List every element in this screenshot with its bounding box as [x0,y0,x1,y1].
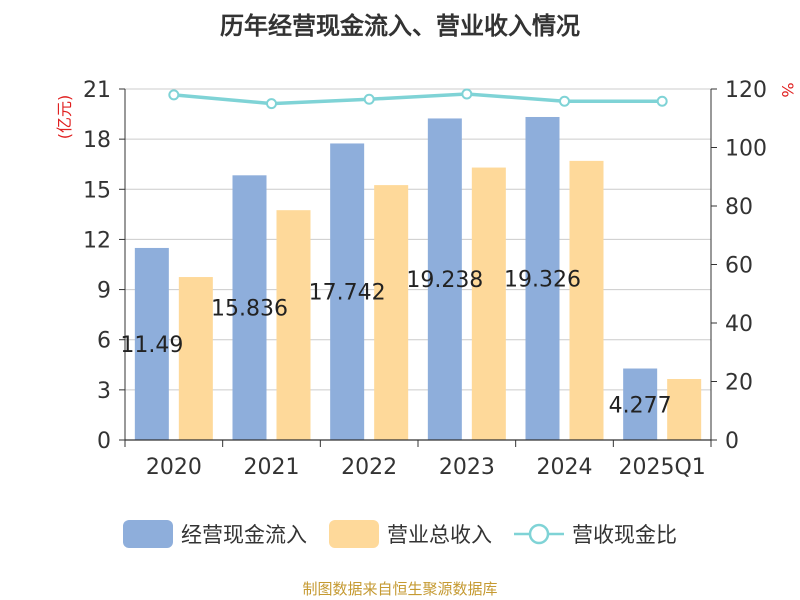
bar-cash-inflow [232,175,267,441]
ratio-point [559,95,570,107]
ratio-point [168,89,180,101]
y-right-tick-label: 100 [725,137,767,162]
x-tick-label: 2023 [439,455,495,480]
data-labels: 11.49 15.836 17.742 19.238 19.326 4.277 [120,267,671,418]
legend-item-ratio[interactable]: 营收现金比 [514,519,677,549]
source-note: 制图数据来自恒生聚源数据库 [302,580,498,598]
y-right-tick-label: 80 [725,195,753,220]
ratio-point [266,98,277,110]
y-left-tick-label: 0 [97,429,111,454]
y-right-tick-label: 60 [725,254,753,279]
grid-lines [125,88,711,391]
y-left-tick-label: 6 [97,329,111,354]
y-left-tick-label: 12 [83,228,111,253]
bar-revenue [178,277,213,440]
bar-cash-inflow [427,118,462,441]
bar-revenue [276,210,311,440]
legend-item-revenue[interactable]: 营业总收入 [329,519,492,549]
legend-label-cash-inflow: 经营现金流入 [181,523,307,547]
bar-cash-inflow [330,143,365,440]
legend-item-cash-inflow[interactable]: 经营现金流入 [123,519,307,549]
bar-revenue [471,167,506,441]
bar-data-label: 11.49 [120,333,183,358]
y-right-axis-label: % [778,82,797,97]
bar-data-label: 15.836 [211,297,288,322]
y-right-tick-label: 40 [725,312,753,337]
bar-data-label: 19.238 [406,268,483,293]
y-left-tick-label: 9 [97,279,111,304]
x-tick-label: 2020 [146,455,202,480]
y-left-tick-label: 18 [83,128,111,153]
ratio-point [461,88,473,100]
y-left-tick-label: 3 [97,379,111,404]
bar-data-label: 4.277 [609,393,672,418]
bar-data-label: 17.742 [309,281,386,306]
ratio-polyline [173,92,663,106]
legend-label-revenue: 营业总收入 [387,523,492,547]
bars [134,116,702,441]
ratio-point [656,95,668,107]
y-left-tick-label: 15 [83,178,111,203]
x-tick-label: 2021 [244,455,300,480]
y-right-tick-label: 0 [725,429,739,454]
x-tick-label: 2025Q1 [619,455,706,480]
chart-title: 历年经营现金流入、营业收入情况 [220,12,580,40]
bar-cash-inflow [134,247,169,440]
axes: 0 3 6 9 12 15 18 21 0 20 40 60 80 100 120 (亿元)% 2020 2021… [55,78,797,480]
legend-swatch-cash-inflow [123,520,173,548]
bar-revenue [569,160,604,440]
bar-cash-inflow [525,116,560,441]
legend: 经营现金流入 营业总收入 营收现金比 [0,516,800,552]
bar-revenue [374,185,409,440]
ratio-line [168,88,668,110]
y-right-tick-label: 20 [725,371,753,396]
bar-data-label: 19.326 [504,267,581,292]
y-right-tick-label: 120 [725,78,767,103]
bar-revenue [667,378,702,440]
x-tick-label: 2024 [537,455,593,480]
y-left-axis-label: (亿元) [55,95,74,140]
bar-cash-inflow [623,368,658,440]
ratio-point [363,93,375,105]
legend-line-icon [514,523,564,545]
legend-label-ratio: 营收现金比 [572,523,677,547]
y-left-tick-label: 21 [83,78,111,103]
x-tick-label: 2022 [341,455,397,480]
legend-swatch-revenue [329,520,379,548]
